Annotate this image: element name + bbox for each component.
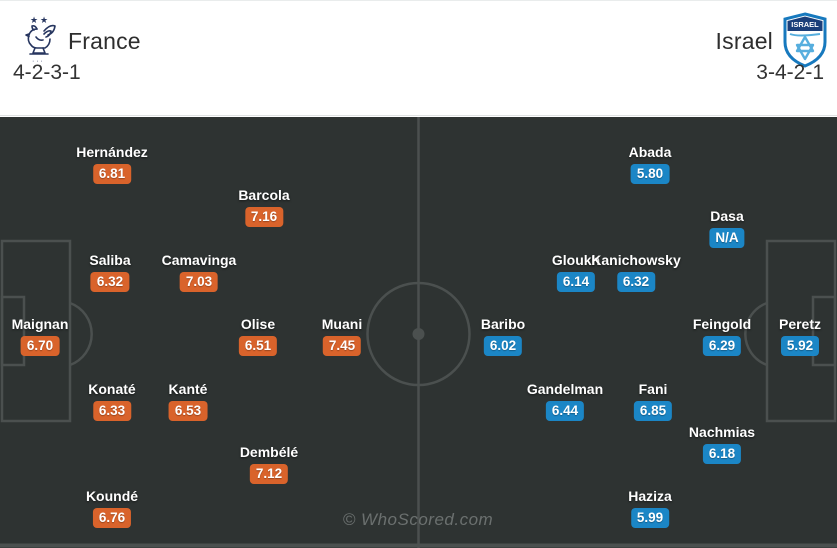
- player-name: Hernández: [76, 144, 148, 160]
- israel-crest-icon: ISRAEL: [783, 12, 827, 68]
- player-marker[interactable]: Feingold 6.29: [693, 316, 751, 356]
- player-rating-badge: 6.33: [92, 401, 132, 421]
- player-rating-badge: 7.03: [179, 272, 219, 292]
- watermark: © WhoScored.com: [342, 510, 494, 529]
- player-rating-badge: 6.32: [616, 272, 656, 292]
- player-rating-badge: 6.53: [168, 401, 208, 421]
- header: ★ ★ · · · France 4-2-3-1 ISRAEL: [0, 0, 837, 116]
- svg-text:★: ★: [40, 15, 48, 25]
- player-name: Haziza: [628, 488, 672, 504]
- center-spot: [412, 328, 425, 340]
- player-rating-badge: 5.99: [630, 508, 670, 528]
- home-team-name: France: [68, 28, 141, 54]
- player-rating-badge: 6.18: [702, 444, 742, 464]
- player-rating-badge: 7.12: [249, 464, 289, 484]
- player-marker[interactable]: Saliba 6.32: [89, 252, 131, 292]
- player-name: Peretz: [778, 316, 822, 332]
- player-rating-badge: 6.44: [545, 401, 585, 421]
- player-name: Feingold: [692, 316, 752, 332]
- player-marker[interactable]: Maignan 6.70: [11, 316, 69, 356]
- svg-text:· · ·: · · ·: [32, 58, 43, 65]
- player-rating-badge: N/A: [709, 228, 745, 248]
- player-name: Koundé: [85, 488, 139, 504]
- svg-text:ISRAEL: ISRAEL: [791, 20, 819, 29]
- player-rating-badge: 6.29: [702, 336, 742, 356]
- player-marker[interactable]: Muani 7.45: [322, 316, 362, 356]
- player-marker[interactable]: Fani 6.85: [633, 381, 673, 421]
- player-rating-badge: 6.32: [90, 272, 130, 292]
- player-marker[interactable]: Dembélé 7.12: [240, 444, 298, 484]
- player-name: Kanichowsky: [591, 252, 681, 268]
- player-rating-badge: 6.85: [633, 401, 673, 421]
- player-marker[interactable]: Hernández 6.81: [76, 144, 148, 184]
- player-name: Gandelman: [526, 381, 604, 397]
- player-name: Dembélé: [239, 444, 299, 460]
- player-rating-badge: 5.80: [630, 164, 670, 184]
- player-name: Abada: [628, 144, 672, 160]
- away-team-name: Israel: [715, 28, 773, 54]
- player-rating-badge: 7.45: [322, 336, 362, 356]
- player-rating-badge: 6.76: [92, 508, 132, 528]
- player-rating-badge: 6.14: [556, 272, 596, 292]
- player-rating-badge: 7.16: [244, 207, 284, 227]
- player-marker[interactable]: Olise 6.51: [238, 316, 278, 356]
- player-rating-badge: 5.92: [780, 336, 820, 356]
- player-name: Nachmias: [688, 424, 756, 440]
- pitch: © WhoScored.com Maignan 6.70 Hernández 6…: [0, 117, 837, 548]
- player-marker[interactable]: Gloukh 6.14: [552, 252, 600, 292]
- player-marker[interactable]: Konaté 6.33: [88, 381, 136, 421]
- france-crest-icon: ★ ★ · · ·: [25, 15, 56, 65]
- player-name: Olise: [240, 316, 276, 332]
- home-formation: 4-2-3-1: [13, 61, 81, 84]
- player-name: Baribo: [480, 316, 526, 332]
- player-rating-badge: 6.51: [238, 336, 278, 356]
- player-name: Saliba: [89, 252, 131, 268]
- player-marker[interactable]: Barcola 7.16: [238, 187, 290, 227]
- player-marker[interactable]: Koundé 6.76: [86, 488, 138, 528]
- player-rating-badge: 6.02: [483, 336, 523, 356]
- player-marker[interactable]: Dasa N/A: [709, 208, 745, 248]
- player-name: Muani: [321, 316, 363, 332]
- svg-text:★: ★: [30, 15, 38, 25]
- player-marker[interactable]: Kanichowsky 6.32: [591, 252, 681, 292]
- player-marker[interactable]: Camavinga 7.03: [161, 252, 237, 292]
- player-marker[interactable]: Kanté 6.53: [168, 381, 208, 421]
- away-formation: 3-4-2-1: [756, 61, 824, 84]
- player-name: Fani: [638, 381, 668, 397]
- player-name: Kanté: [168, 381, 208, 397]
- player-marker[interactable]: Nachmias 6.18: [689, 424, 755, 464]
- player-name: Camavinga: [161, 252, 237, 268]
- player-name: Konaté: [88, 381, 136, 397]
- player-marker[interactable]: Abada 5.80: [628, 144, 672, 184]
- player-name: Barcola: [238, 187, 290, 203]
- player-marker[interactable]: Peretz 5.92: [779, 316, 821, 356]
- player-marker[interactable]: Gandelman 6.44: [527, 381, 603, 421]
- player-name: Gloukh: [551, 252, 601, 268]
- player-rating-badge: 6.70: [20, 336, 60, 356]
- player-rating-badge: 6.81: [92, 164, 132, 184]
- player-marker[interactable]: Baribo 6.02: [481, 316, 525, 356]
- player-name: Dasa: [710, 208, 744, 224]
- player-name: Maignan: [11, 316, 69, 332]
- player-marker[interactable]: Haziza 5.99: [628, 488, 672, 528]
- pitch-markings: [0, 117, 837, 548]
